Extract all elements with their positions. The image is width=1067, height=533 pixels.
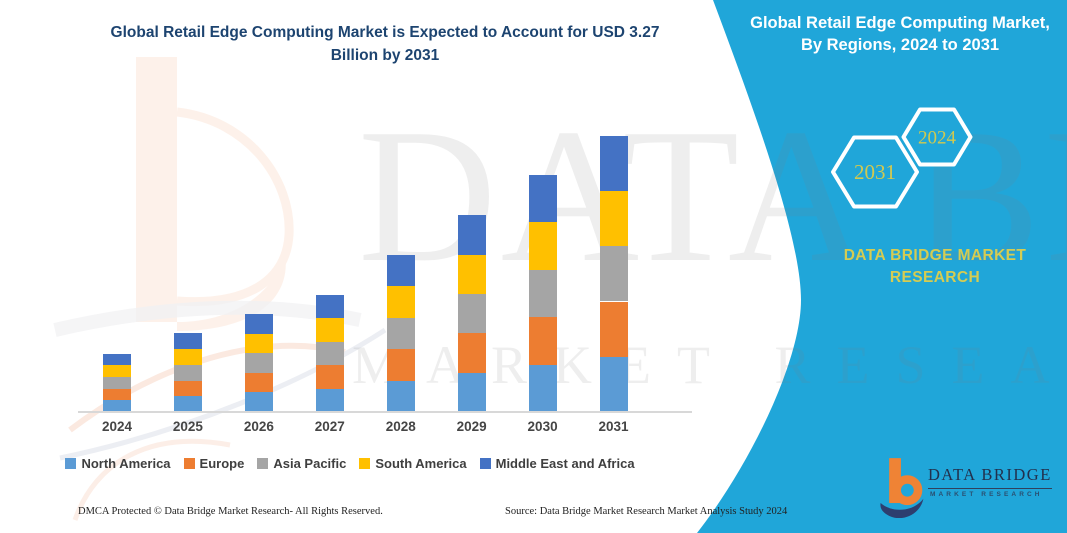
chart-title: Global Retail Edge Computing Market is E… (110, 24, 660, 64)
bar-2030-south-america (528, 222, 557, 270)
bar-2025-asia-pacific (173, 364, 202, 381)
legend-label: South America (375, 456, 467, 471)
legend-item-north-america: North America (65, 456, 171, 471)
dbmr-logo: DATA BRIDGE MARKET RESEARCH (868, 450, 1063, 525)
bar-2024-middle-east-and-africa (103, 353, 131, 366)
legend-item-asia-pacific: Asia Pacific (257, 456, 346, 471)
bar-2030-europe (528, 317, 557, 365)
chart-legend: North America Europe Asia Pacific South Ame… (0, 456, 700, 471)
bar-2029-middle-east-and-africa (457, 215, 486, 255)
bar-2027-south-america (315, 318, 344, 342)
legend-swatch (479, 458, 491, 469)
year-label-2031: 2031 (598, 419, 629, 434)
bar-2025-south-america (173, 349, 202, 365)
bar-2028-south-america (386, 286, 415, 318)
bar-2031-north-america (599, 356, 628, 412)
bar-2026-middle-east-and-africa (244, 314, 273, 334)
legend-swatch (65, 458, 77, 469)
legend-item-europe: Europe (183, 456, 245, 471)
bar-2026-south-america (244, 333, 273, 354)
logo-subtitle: MARKET RESEARCH (930, 491, 1043, 498)
year-label-2030: 2030 (527, 419, 558, 434)
hexagon-2024-label: 2024 (918, 128, 957, 149)
legend-label: Middle East and Africa (495, 456, 635, 471)
bar-2030-asia-pacific (528, 269, 557, 318)
bar-2029-south-america (457, 254, 486, 294)
side-panel-title: Global Retail Edge Computing Market, By … (750, 14, 1050, 54)
bar-2026-europe (244, 372, 273, 393)
stacked-bar-chart: 2024 2025 2026 2027 2028 2029 2030 2031 (101, 135, 629, 434)
logo-b-icon (880, 458, 924, 518)
bar-2028-europe (386, 349, 415, 381)
bar-2031-south-america (599, 190, 628, 247)
year-label-2025: 2025 (172, 419, 203, 434)
bar-2027-north-america (315, 388, 344, 412)
bar-2028-middle-east-and-africa (386, 254, 415, 287)
brand-line1: DATA BRIDGE MARKET (843, 247, 1027, 264)
legend-label: Asia Pacific (273, 456, 347, 471)
footer-dmca-text: DMCA Protected © Data Bridge Market Rese… (78, 506, 383, 517)
bar-2029-north-america (457, 372, 486, 412)
legend-swatch (257, 458, 269, 469)
bar-2029-asia-pacific (457, 293, 486, 334)
legend-swatch (359, 458, 371, 469)
bar-2030-north-america (528, 364, 557, 412)
legend-label: North America (81, 456, 171, 471)
bar-2027-europe (315, 365, 344, 389)
bar-2024-north-america (103, 400, 131, 412)
bar-2029-europe (457, 333, 486, 373)
legend-label: Europe (199, 456, 245, 471)
hexagon-2024 (901, 107, 973, 167)
year-label-2028: 2028 (385, 419, 416, 434)
bar-2028-north-america (386, 380, 415, 412)
bar-2025-middle-east-and-africa (173, 333, 202, 350)
bar-2026-north-america (244, 392, 273, 412)
bar-2024-south-america (103, 365, 131, 378)
legend-swatch (183, 458, 195, 469)
bar-2031-europe (599, 301, 628, 357)
year-label-2026: 2026 (243, 419, 274, 434)
logo-name: DATA BRIDGE (928, 465, 1052, 489)
bar-2028-asia-pacific (386, 317, 415, 350)
hexagon-2031-label: 2031 (854, 160, 896, 184)
bar-2027-asia-pacific (315, 341, 344, 366)
bar-2026-asia-pacific (244, 353, 273, 373)
bar-2025-europe (173, 380, 202, 397)
hexagon-2031 (831, 135, 919, 209)
year-label-2029: 2029 (456, 419, 487, 434)
bar-2031-asia-pacific (599, 246, 628, 302)
bar-2031-middle-east-and-africa (599, 135, 628, 191)
legend-item-south-america: South America (359, 456, 467, 471)
brand-line2: RESEARCH (889, 269, 981, 286)
hexagons-graphic: 2031 2024 (831, 107, 973, 209)
year-label-2027: 2027 (314, 419, 345, 434)
bar-2030-middle-east-and-africa (528, 174, 557, 223)
brand-text: DATA BRIDGE MARKET RESEARCH (825, 245, 1045, 289)
footer-source-text: Source: Data Bridge Market Research Mark… (505, 506, 788, 517)
year-label-2024: 2024 (101, 419, 133, 434)
bar-2027-middle-east-and-africa (315, 294, 344, 319)
bar-2025-north-america (173, 396, 202, 412)
bar-2024-asia-pacific (103, 377, 131, 389)
bar-2024-europe (103, 388, 131, 401)
x-axis-line (78, 411, 692, 413)
legend-item-middle-east-and-africa: Middle East and Africa (479, 456, 635, 471)
